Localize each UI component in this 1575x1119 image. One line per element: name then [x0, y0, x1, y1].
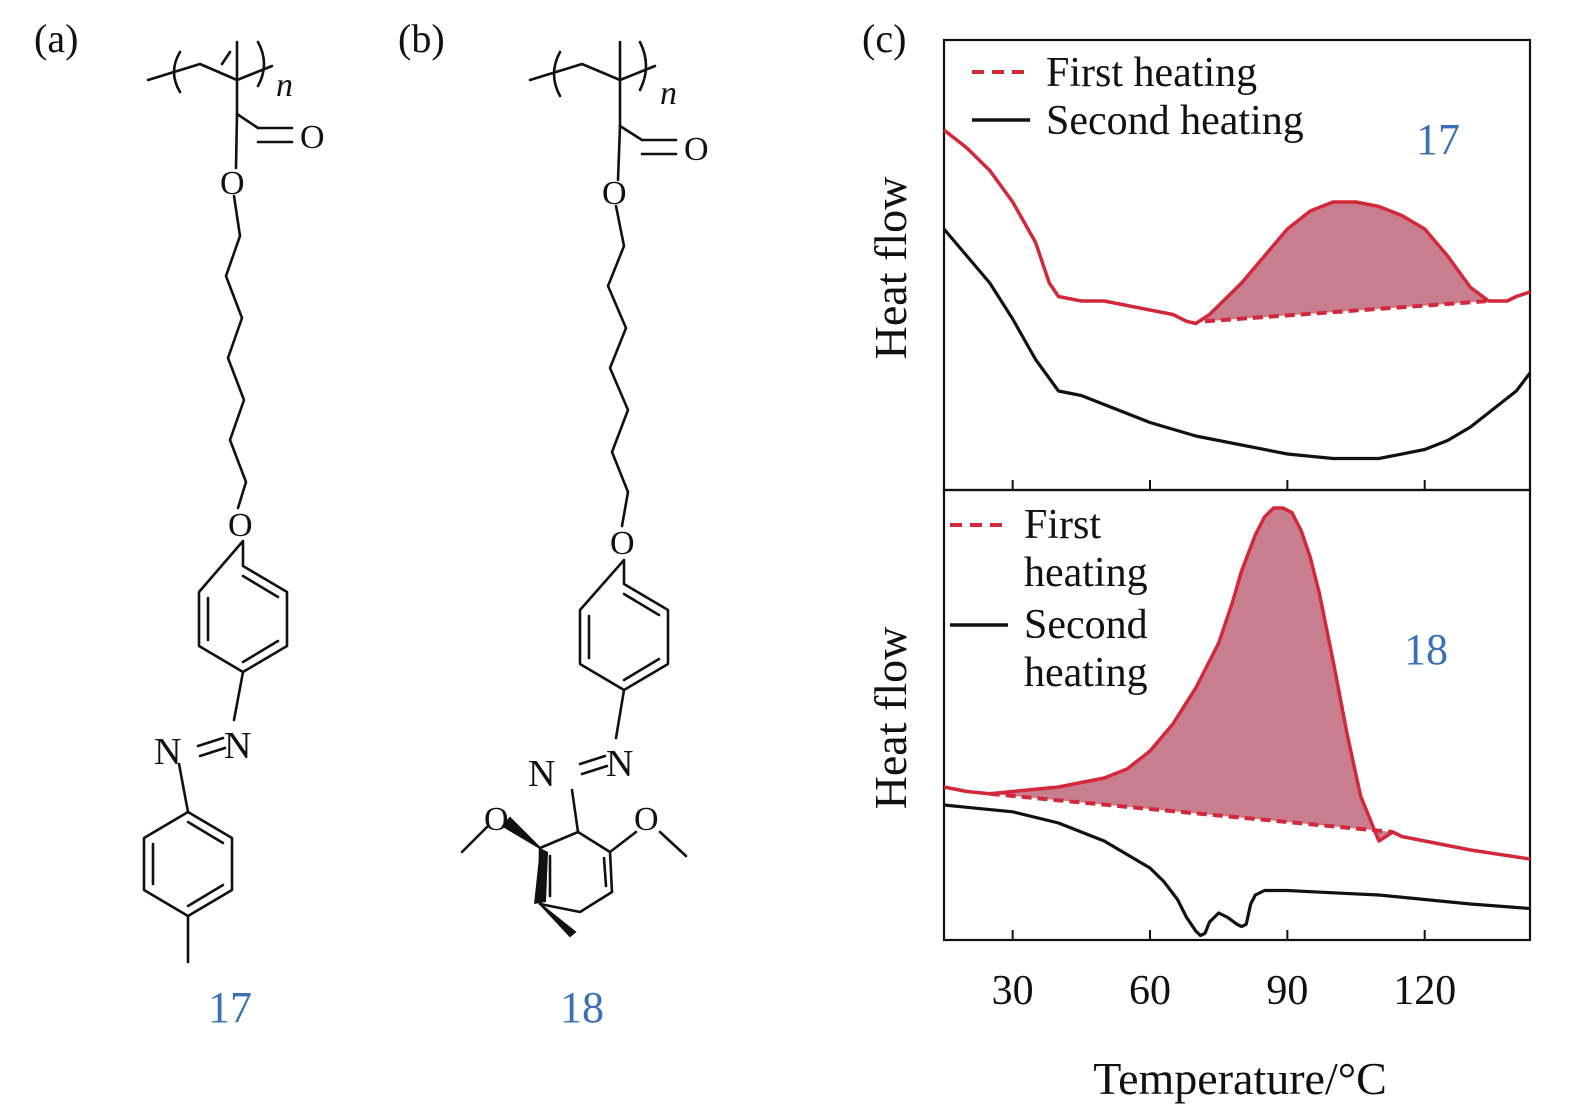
top-y-axis-label: Heat flow	[865, 176, 916, 359]
bottom-legend-second-label: Second heating	[1024, 602, 1148, 696]
axis-ticks: 30 60 90 120	[992, 480, 1456, 1014]
molecule-18-azo-n1: N	[528, 753, 555, 795]
first-heating-line	[943, 506, 1531, 861]
molecule-17-repeat-n: n	[276, 67, 293, 104]
molecule-18-structure	[460, 40, 688, 938]
top-legend-first-label: First heating	[1046, 50, 1257, 96]
molecule-17-azo-n2: N	[224, 725, 251, 767]
top-legend-second-label: Second heating	[1046, 98, 1304, 144]
molecule-17-label: 17	[208, 983, 252, 1032]
top-plot	[942, 128, 1532, 461]
molecule-17-ether-o: O	[228, 507, 253, 544]
second-heating-line	[943, 803, 1531, 938]
molecule-18-label: 18	[560, 983, 604, 1032]
bottom-plot	[943, 506, 1531, 938]
peak-area-fill	[989, 508, 1393, 841]
panel-label-b: (b)	[398, 16, 445, 61]
molecule-18-ester-o: O	[602, 175, 627, 212]
bottom-compound-label: 18	[1404, 625, 1448, 674]
panel-label-c: (c)	[862, 16, 906, 61]
molecule-17-ester-o: O	[220, 165, 245, 202]
bottom-y-axis-label: Heat flow	[865, 626, 916, 809]
x-axis-label: Temperature/°C	[1093, 1053, 1387, 1104]
peak-area-fill	[1205, 202, 1489, 322]
molecule-17-carbonyl-o: O	[300, 119, 325, 156]
second-heating-line	[942, 227, 1532, 461]
x-tick-label: 90	[1266, 968, 1308, 1014]
molecule-18-repeat-n: n	[660, 75, 677, 112]
molecule-18-ether-o: O	[610, 525, 635, 562]
dsc-chart: First heating Second heating 17 First hea…	[865, 38, 1532, 1104]
bottom-plot-frame	[942, 488, 1532, 942]
molecule-18-methoxy-o2: O	[634, 801, 659, 838]
bottom-legend-first-label: First heating	[1024, 502, 1148, 596]
molecule-18-carbonyl-o: O	[684, 131, 709, 168]
x-tick-label: 30	[992, 968, 1034, 1014]
first-heating-line	[942, 128, 1531, 326]
x-tick-label: 60	[1129, 968, 1171, 1014]
first-heating-baseline	[989, 791, 1393, 834]
molecule-17-structure	[142, 40, 294, 964]
molecule-18-azo-n2: N	[606, 743, 633, 785]
molecule-17-azo-n1: N	[154, 731, 181, 773]
molecule-18-methoxy-o1: O	[484, 801, 509, 838]
x-tick-label: 120	[1393, 968, 1456, 1014]
panel-label-a: (a)	[34, 16, 78, 61]
top-compound-label: 17	[1416, 115, 1460, 164]
